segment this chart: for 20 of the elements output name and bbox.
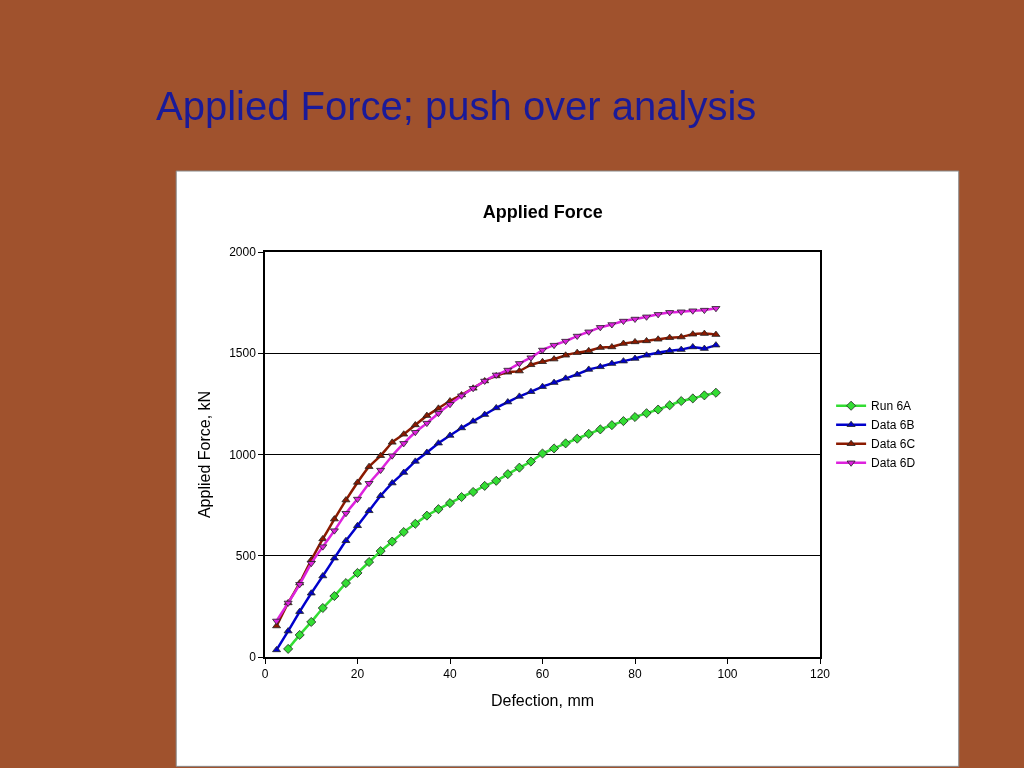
- legend-label: Run 6A: [871, 399, 912, 414]
- y-tick-label: 500: [235, 548, 257, 563]
- x-tick-label: 60: [535, 667, 550, 682]
- y-tick-label: 0: [249, 650, 257, 665]
- y-tick-label: 2000: [229, 245, 257, 260]
- x-tick-label: 40: [443, 667, 457, 682]
- x-tick-label: 120: [809, 667, 831, 682]
- legend-label: Data 6B: [871, 418, 915, 433]
- legend-label: Data 6D: [871, 456, 916, 471]
- x-axis-title: Defection, mm: [490, 692, 595, 710]
- chart-title: Applied Force: [482, 201, 603, 222]
- x-tick-label: 80: [628, 667, 642, 682]
- legend-label: Data 6C: [871, 437, 916, 452]
- y-axis-title: Applied Force, kN: [195, 390, 213, 519]
- x-tick-label: 0: [261, 667, 269, 682]
- y-tick-label: 1000: [229, 447, 257, 462]
- x-tick-label: 100: [717, 667, 738, 682]
- x-tick-label: 20: [350, 667, 365, 682]
- y-tick-label: 1500: [229, 346, 257, 361]
- text: Applied Force; push over analysis: [156, 84, 757, 128]
